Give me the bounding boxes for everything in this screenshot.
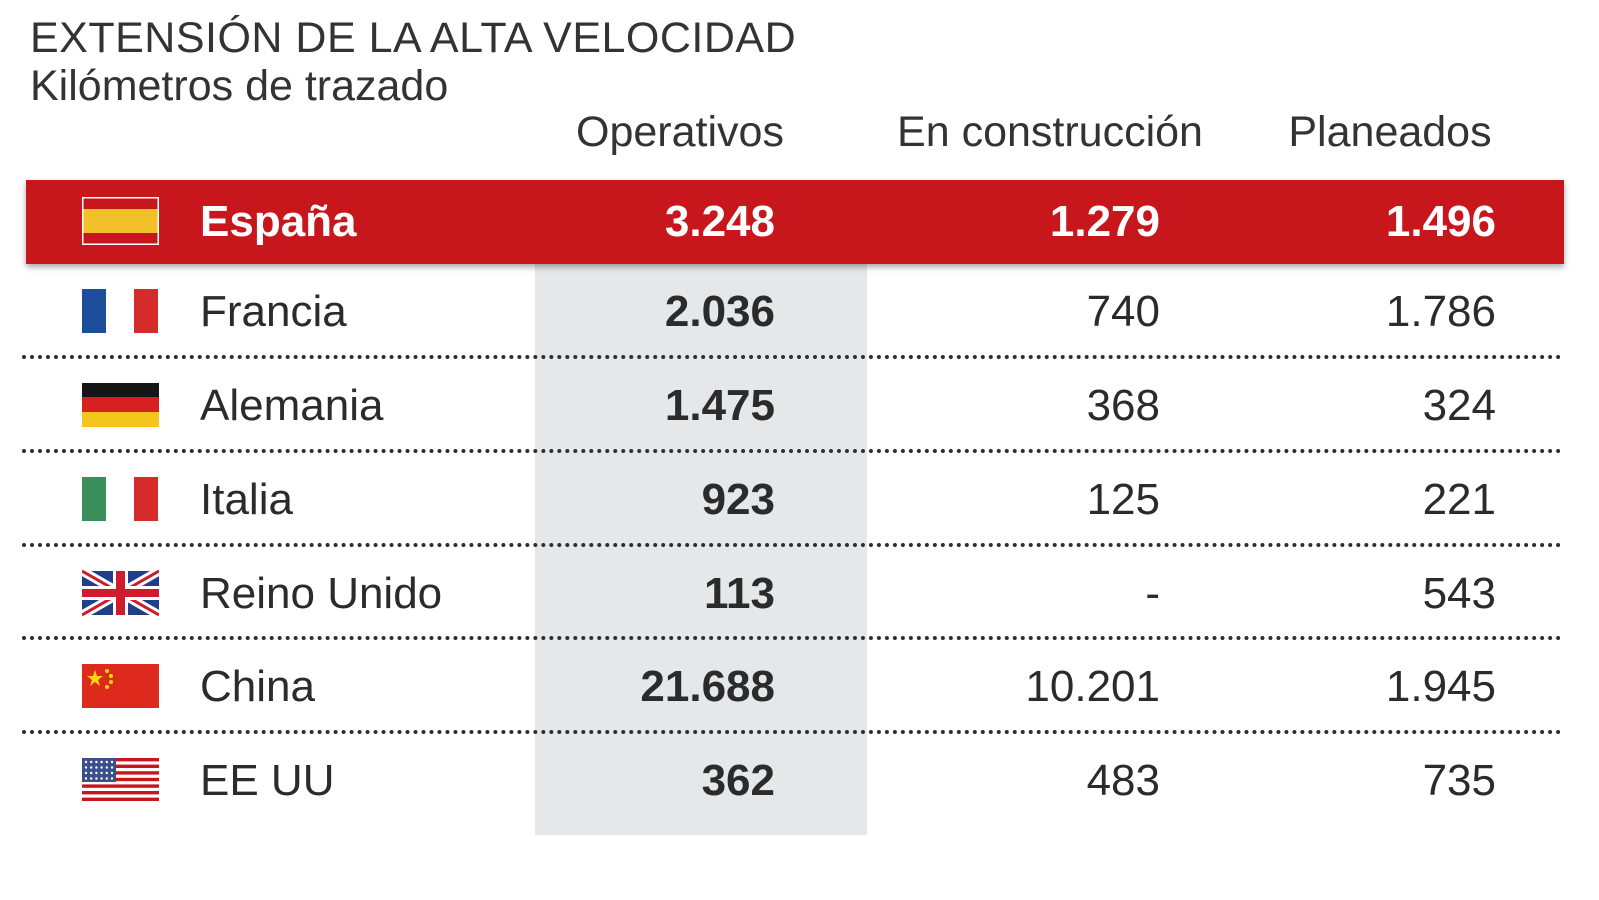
country-label: China [200, 662, 315, 711]
value-en-construccion: 740 [1086, 287, 1160, 336]
value-operativos: 3.248 [664, 197, 775, 246]
value-en-construccion: - [1145, 569, 1160, 618]
country-label: Francia [200, 287, 347, 336]
value-en-construccion: 1.279 [1049, 197, 1160, 246]
column-header-operativos: Operativos [576, 108, 784, 156]
value-en-construccion: 368 [1086, 381, 1160, 430]
france-flag-icon [82, 287, 159, 335]
value-planeados: 1.945 [1385, 662, 1496, 711]
row-divider [22, 636, 1562, 640]
value-planeados: 1.786 [1385, 287, 1496, 336]
country-label: Alemania [200, 381, 384, 430]
value-planeados: 324 [1422, 381, 1496, 430]
usa-flag-icon [82, 756, 159, 804]
value-en-construccion: 483 [1086, 756, 1160, 805]
country-label: Reino Unido [200, 569, 443, 618]
row-divider [22, 355, 1562, 359]
table-row: Reino Unido 113 - 543 [0, 546, 1599, 642]
germany-flag-icon [82, 381, 159, 429]
value-operativos: 2.036 [664, 287, 775, 336]
value-en-construccion: 125 [1086, 475, 1160, 524]
table-row: Alemania 1.475 368 324 [0, 358, 1599, 454]
table-row: Italia 923 125 221 [0, 452, 1599, 548]
value-operativos: 21.688 [640, 662, 775, 711]
value-planeados: 1.496 [1385, 197, 1496, 246]
country-label: Italia [200, 475, 293, 524]
value-operativos: 923 [701, 475, 775, 524]
table-row: China 21.688 10.201 1.945 [0, 639, 1599, 735]
table-row: España 3.248 1.279 1.496 [0, 174, 1599, 270]
chart-title: EXTENSIÓN DE LA ALTA VELOCIDAD [30, 14, 797, 62]
value-operativos: 362 [701, 756, 775, 805]
value-planeados: 221 [1422, 475, 1496, 524]
italy-flag-icon [82, 475, 159, 523]
row-divider [22, 543, 1562, 547]
value-operativos: 113 [704, 569, 775, 618]
table-row: EE UU 362 483 735 [0, 733, 1599, 829]
country-label: EE UU [200, 756, 335, 805]
table-row: Francia 2.036 740 1.786 [0, 264, 1599, 360]
value-planeados: 543 [1422, 569, 1496, 618]
uk-flag-icon [79, 567, 162, 619]
row-divider [22, 730, 1562, 734]
value-operativos: 1.475 [664, 381, 775, 430]
highlight-row-band [26, 180, 1564, 264]
value-planeados: 735 [1422, 756, 1496, 805]
chart-subtitle: Kilómetros de trazado [30, 62, 449, 110]
row-divider [22, 449, 1562, 453]
country-label: España [200, 197, 357, 246]
column-header-planeados: Planeados [1288, 108, 1492, 156]
spain-flag-icon [81, 196, 160, 246]
value-en-construccion: 10.201 [1025, 662, 1160, 711]
column-header-en-construccion: En construcción [897, 108, 1203, 156]
china-flag-icon [82, 662, 159, 710]
